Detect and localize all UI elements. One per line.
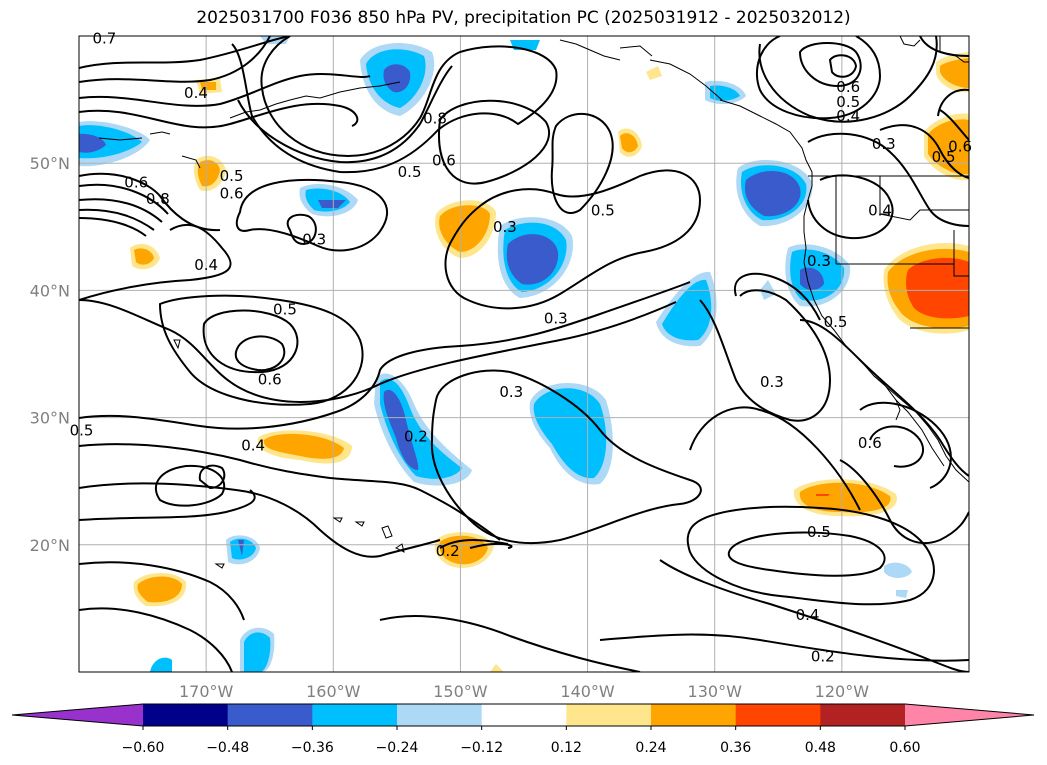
contour-label: 0.8 bbox=[146, 190, 170, 208]
contour-label: 0.6 bbox=[858, 434, 882, 452]
lat-tick-label: 30°N bbox=[30, 409, 70, 428]
contour-label: 0.5 bbox=[70, 421, 94, 439]
colorbar-segment bbox=[481, 704, 567, 726]
lon-tick-label: 140°W bbox=[560, 682, 615, 701]
contour-label: 0.6 bbox=[220, 185, 244, 203]
contour-label: 0.3 bbox=[544, 309, 568, 327]
colorbar-segment bbox=[143, 704, 229, 726]
lat-tick-label: 50°N bbox=[30, 154, 70, 173]
contour-label: 0.4 bbox=[184, 84, 208, 102]
colorbar-segment bbox=[312, 704, 398, 726]
lon-tick-label: 130°W bbox=[688, 682, 743, 701]
lat-tick-label: 40°N bbox=[30, 281, 70, 300]
colorbar-tick-label: −0.24 bbox=[376, 740, 419, 756]
map-frame bbox=[78, 35, 970, 673]
contour-label: 0.2 bbox=[404, 428, 428, 446]
contour-label: 0.4 bbox=[868, 201, 892, 219]
contour-label: 0.5 bbox=[591, 201, 615, 219]
contour-label: 0.3 bbox=[493, 218, 517, 236]
contour-labels: 0.70.40.50.60.80.60.40.30.50.60.80.30.50… bbox=[70, 30, 972, 666]
colorbar-tick-label: −0.60 bbox=[122, 740, 165, 756]
colorbar-segment bbox=[820, 704, 906, 726]
contour-label: 0.2 bbox=[811, 648, 835, 666]
colorbar-extend-high bbox=[905, 704, 1034, 726]
chart-title: 2025031700 F036 850 hPa PV, precipitatio… bbox=[196, 8, 851, 28]
colorbar-tick-label: 0.48 bbox=[805, 740, 836, 756]
contour-label: 0.4 bbox=[194, 256, 218, 274]
contour-label: 0.5 bbox=[220, 167, 244, 185]
contour-label: 0.3 bbox=[760, 373, 784, 391]
colorbar-tick-label: 0.12 bbox=[551, 740, 582, 756]
contour-label: 0.8 bbox=[423, 110, 447, 128]
contour-label: 0.5 bbox=[824, 313, 848, 331]
contour-label: 0.5 bbox=[836, 93, 860, 111]
colorbar-segment bbox=[735, 704, 821, 726]
contour-label: 0.4 bbox=[836, 107, 860, 125]
contour-label: 0.3 bbox=[302, 231, 326, 249]
coastlines bbox=[98, 36, 969, 569]
contour-label: 0.5 bbox=[932, 148, 956, 166]
contour-label: 0.6 bbox=[124, 173, 148, 191]
colorbar-extend-low bbox=[12, 704, 143, 726]
contour-label: 0.5 bbox=[398, 163, 422, 181]
contour-label: 0.6 bbox=[948, 138, 972, 156]
lat-tick-label: 20°N bbox=[30, 536, 70, 555]
lon-tick-label: 170°W bbox=[179, 682, 234, 701]
colorbar-segment bbox=[651, 704, 737, 726]
contour-label: 0.3 bbox=[499, 383, 523, 401]
contour-label: 0.5 bbox=[273, 300, 297, 318]
contour-label: 0.4 bbox=[241, 437, 265, 455]
colorbar-tick-label: 0.60 bbox=[889, 740, 920, 756]
contour-label: 0.3 bbox=[872, 135, 896, 153]
lon-tick-label: 160°W bbox=[306, 682, 361, 701]
colorbar-tick-label: 0.36 bbox=[720, 740, 751, 756]
lon-tick-label: 120°W bbox=[815, 682, 870, 701]
colorbar-tick-label: −0.36 bbox=[291, 740, 334, 756]
contour-label: 0.7 bbox=[92, 30, 116, 48]
colorbar-segment bbox=[566, 704, 652, 726]
colorbar-tick-label: −0.48 bbox=[206, 740, 249, 756]
colorbar-tick-label: 0.24 bbox=[635, 740, 666, 756]
graticule bbox=[79, 36, 969, 672]
longitude-tick-labels: 170°W 160°W 150°W 140°W 130°W 120°W bbox=[179, 682, 869, 701]
contour-label: 0.2 bbox=[436, 542, 460, 560]
pv-contours bbox=[79, 36, 969, 672]
colorbar: −0.60 −0.48 −0.36 −0.24 −0.12 0.12 0.24 0.36 0.4… bbox=[11, 703, 1035, 756]
contour-label: 0.5 bbox=[807, 523, 831, 541]
contour-label: 0.6 bbox=[258, 370, 282, 388]
latitude-tick-labels: 50°N 40°N 30°N 20°N bbox=[30, 154, 70, 555]
colorbar-tick-label: −0.12 bbox=[460, 740, 503, 756]
contour-label: 0.6 bbox=[836, 78, 860, 96]
lon-tick-label: 150°W bbox=[433, 682, 488, 701]
contour-label: 0.3 bbox=[807, 252, 831, 270]
contour-label: 0.6 bbox=[432, 152, 456, 170]
colorbar-segment bbox=[397, 704, 483, 726]
contour-label: 0.4 bbox=[796, 606, 820, 624]
colorbar-segment bbox=[227, 704, 313, 726]
